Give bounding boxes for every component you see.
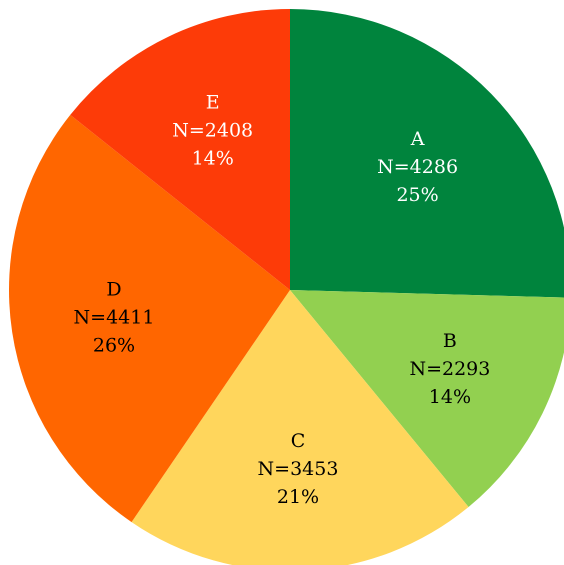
pie-slice-a (290, 9, 564, 298)
slice-e-pct-label: 14% (192, 148, 234, 170)
slice-b-pct-label: 14% (429, 386, 471, 408)
slice-b-count-label: N=2293 (409, 358, 490, 380)
slice-e-name-label: E (206, 92, 220, 114)
slice-a-count-label: N=4286 (377, 156, 458, 178)
pie-slice-d (8, 114, 290, 523)
slice-a-name-label: A (410, 128, 425, 150)
pie-slice-c (131, 290, 469, 565)
pie-slice-e (70, 9, 290, 290)
slice-c-count-label: N=3453 (258, 458, 339, 480)
slice-d-pct-label: 26% (93, 335, 135, 357)
slice-e-count-label: N=2408 (172, 120, 253, 142)
slice-d-name-label: D (106, 279, 121, 301)
pie-slice-b (290, 290, 564, 507)
slice-c-name-label: C (291, 430, 306, 452)
slice-c-pct-label: 21% (277, 486, 319, 508)
slice-b-name-label: B (443, 330, 457, 352)
pie-slices (8, 9, 564, 565)
pie-labels: A N=4286 25% B N=2293 14% C N=3453 21% D N=4411 26%… (74, 92, 491, 508)
slice-d-count-label: N=4411 (74, 307, 155, 329)
slice-a-pct-label: 25% (396, 184, 438, 206)
